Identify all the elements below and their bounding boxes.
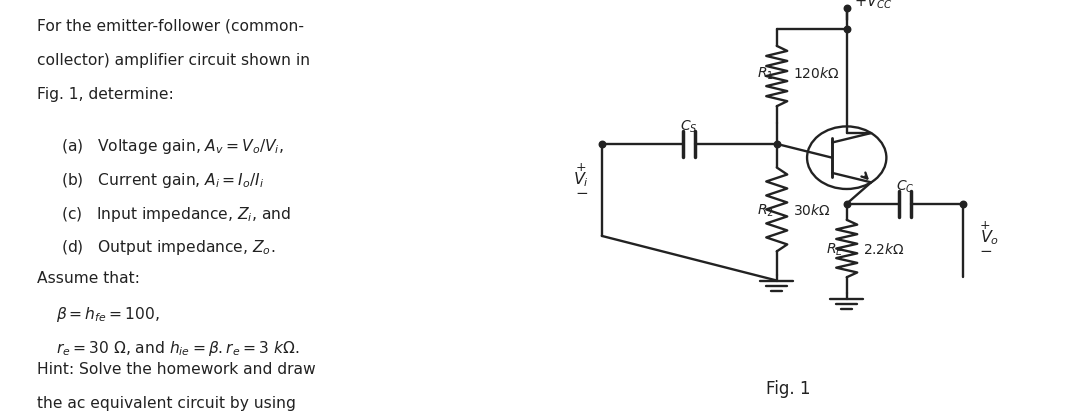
Text: (a)   Voltage gain, $A_v = V_o/V_i$,: (a) Voltage gain, $A_v = V_o/V_i$, <box>62 136 284 155</box>
Text: $V_o$: $V_o$ <box>980 228 999 247</box>
Text: $+V_{CC}$: $+V_{CC}$ <box>854 0 893 11</box>
Text: −: − <box>980 244 993 259</box>
Point <box>838 6 855 12</box>
Text: $R_2$: $R_2$ <box>757 202 773 218</box>
Text: $120k\Omega$: $120k\Omega$ <box>793 66 840 81</box>
Text: Fig. 1, determine:: Fig. 1, determine: <box>37 86 173 101</box>
Text: +: + <box>576 161 586 174</box>
Text: $r_e = 30\ \Omega$, and $h_{ie} = \beta.r_e = 3\ k\Omega$.: $r_e = 30\ \Omega$, and $h_{ie} = \beta.… <box>56 338 300 357</box>
Point <box>593 141 610 148</box>
Text: Fig. 1: Fig. 1 <box>766 379 811 397</box>
Point <box>955 201 972 207</box>
Text: Assume that:: Assume that: <box>37 271 139 285</box>
Text: $\beta = h_{fe} = 100$,: $\beta = h_{fe} = 100$, <box>56 304 160 323</box>
Text: $R_E$: $R_E$ <box>826 241 843 257</box>
Text: $R_1$: $R_1$ <box>757 65 773 81</box>
Text: (b)   Current gain, $A_i = I_o/I_i$: (b) Current gain, $A_i = I_o/I_i$ <box>62 170 265 189</box>
Point <box>838 26 855 33</box>
Text: (c)   Input impedance, $Z_i$, and: (c) Input impedance, $Z_i$, and <box>62 204 292 223</box>
Text: collector) amplifier circuit shown in: collector) amplifier circuit shown in <box>37 52 310 67</box>
Text: Hint: Solve the homework and draw: Hint: Solve the homework and draw <box>37 361 315 376</box>
Text: $C_C$: $C_C$ <box>895 178 915 194</box>
Text: +: + <box>980 218 990 231</box>
Point <box>838 201 855 207</box>
Text: −: − <box>575 185 588 200</box>
Text: For the emitter-follower (common-: For the emitter-follower (common- <box>37 19 303 33</box>
Text: (d)   Output impedance, $Z_o$.: (d) Output impedance, $Z_o$. <box>62 238 275 257</box>
Text: $C_S$: $C_S$ <box>680 118 698 135</box>
Text: $V_i$: $V_i$ <box>573 170 590 188</box>
Text: $30k\Omega$: $30k\Omega$ <box>793 202 831 217</box>
Text: $2.2k\Omega$: $2.2k\Omega$ <box>863 242 905 256</box>
Text: the ac equivalent circuit by using: the ac equivalent circuit by using <box>37 395 295 410</box>
Point <box>768 141 785 148</box>
